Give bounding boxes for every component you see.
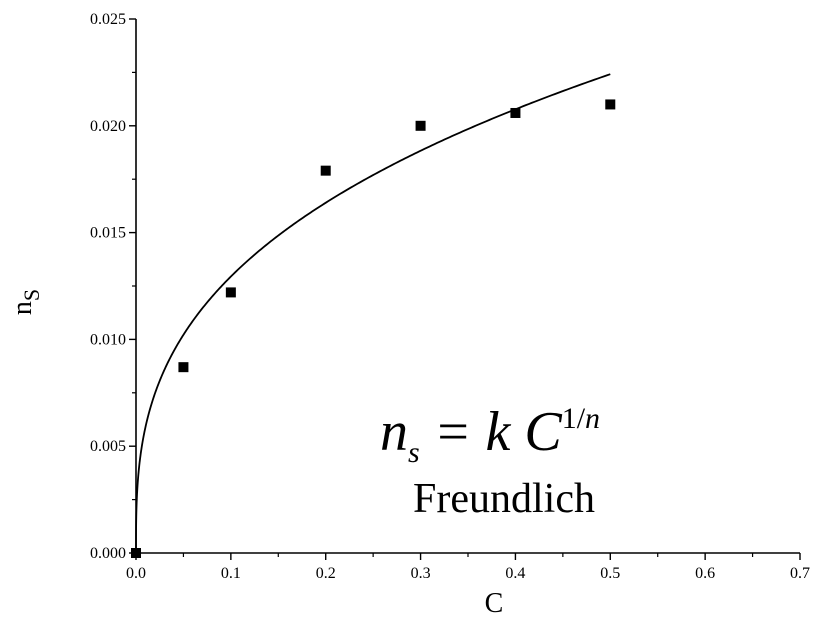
data-point (178, 362, 189, 373)
data-point (225, 287, 236, 298)
fit-curve (135, 73, 611, 554)
x-tick-label: 0.6 (695, 565, 715, 582)
data-point (131, 548, 141, 558)
x-tick-label: 0.3 (411, 565, 431, 582)
y-tick-label: 0.005 (90, 438, 126, 455)
model-name: Freundlich (413, 476, 595, 522)
data-point (415, 120, 426, 131)
data-points (131, 99, 616, 558)
y-tick-label: 0.020 (90, 118, 126, 135)
data-point (320, 165, 331, 176)
x-tick-label: 0.4 (505, 565, 525, 582)
ticks: 0.0 0.1 0.2 0.3 0.4 0.5 0.6 0.7 0.000 0.005 0.010 0… (90, 11, 810, 582)
x-tick-label: 0.0 (126, 565, 146, 582)
eq-exp-1: 1/ (562, 402, 586, 435)
x-tick-label: 0.2 (316, 565, 336, 582)
fit-curve-group (135, 73, 611, 554)
data-point (605, 99, 616, 110)
y-tick-label: 0.015 (90, 225, 126, 242)
axes (135, 19, 800, 554)
x-tick-label: 0.7 (790, 565, 810, 582)
eq-left: n (380, 401, 408, 463)
x-tick-label: 0.1 (221, 565, 241, 582)
eq-mid: = k C (420, 401, 563, 463)
y-tick-label: 0.010 (90, 331, 126, 348)
x-axis-title: C (485, 588, 504, 619)
svg-text:ns = k C1/n: ns = k C1/n (380, 401, 600, 469)
x-tick-label: 0.5 (600, 565, 620, 582)
y-axis-title-sub: S (19, 289, 44, 301)
y-tick-label: 0.025 (90, 11, 126, 28)
eq-exp-2: n (585, 402, 600, 435)
y-tick-label: 0.000 (90, 545, 126, 562)
data-point (510, 107, 521, 118)
equation-annotation: ns = k C1/n Freundlich (380, 401, 600, 522)
y-axis-title: nS (7, 289, 44, 315)
eq-left-sub: s (408, 436, 420, 469)
svg-text:nS: nS (7, 289, 44, 315)
y-axis-title-main: n (7, 301, 38, 315)
